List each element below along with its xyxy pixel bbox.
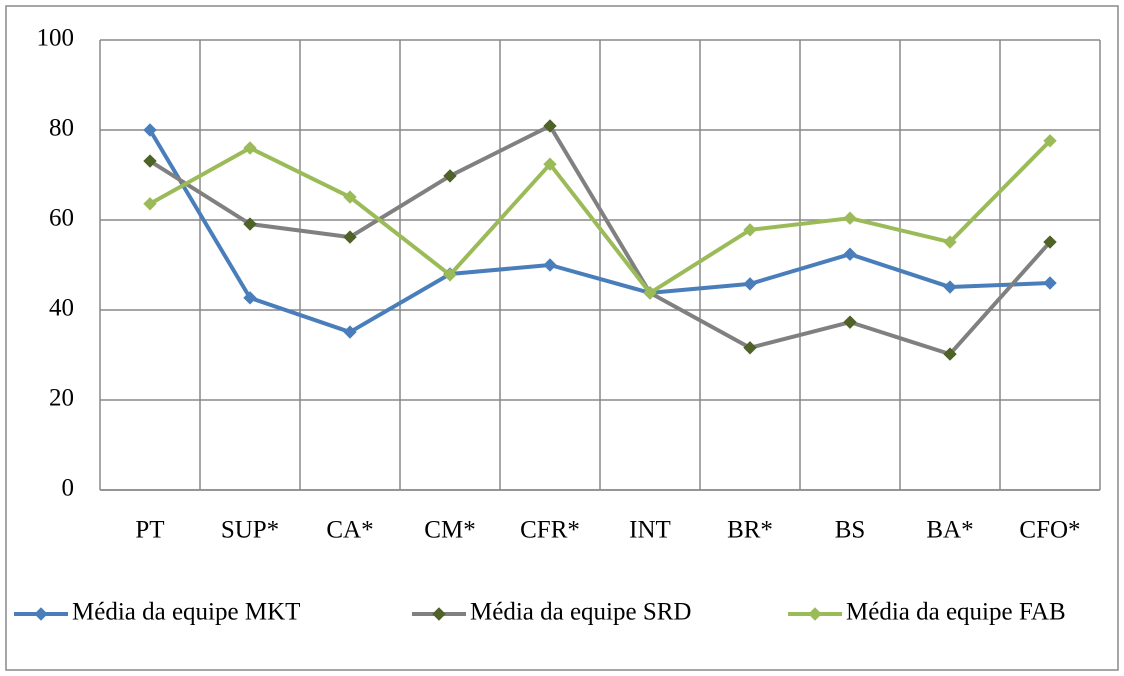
y-tick-label: 40: [49, 295, 74, 322]
x-tick-label: CFR*: [520, 517, 580, 544]
series-line: [148, 123, 1052, 357]
x-tick-label: SUP*: [221, 517, 279, 544]
x-tick-label: INT: [629, 517, 671, 544]
y-tick-label: 20: [49, 385, 74, 412]
marker: [1043, 276, 1057, 290]
marker: [143, 123, 157, 137]
marker: [443, 268, 457, 282]
legend-label: Média da equipe SRD: [470, 599, 691, 626]
legend-marker: [34, 607, 48, 621]
x-tick-label: PT: [135, 517, 164, 544]
marker: [143, 154, 157, 168]
x-tick-label: CA*: [326, 517, 373, 544]
y-tick-label: 0: [62, 475, 75, 502]
series-line: [149, 139, 1052, 295]
marker: [843, 211, 857, 225]
x-tick-label: BR*: [727, 517, 773, 544]
y-tick-label: 60: [49, 205, 74, 232]
marker: [243, 141, 257, 155]
chart-frame: [5, 5, 1119, 671]
x-tick-label: BA*: [926, 517, 973, 544]
x-tick-label: CFO*: [1019, 517, 1080, 544]
marker: [943, 280, 957, 294]
legend-label: Média da equipe MKT: [72, 599, 300, 626]
marker: [243, 291, 257, 305]
marker: [543, 119, 557, 133]
marker: [343, 325, 357, 339]
y-tick-label: 80: [49, 115, 74, 142]
marker: [743, 341, 757, 355]
marker: [843, 247, 857, 261]
y-tick-label: 100: [37, 25, 75, 52]
marker: [543, 157, 557, 171]
marker: [743, 277, 757, 291]
marker: [843, 315, 857, 329]
marker: [243, 217, 257, 231]
marker: [343, 190, 357, 204]
marker: [143, 197, 157, 211]
legend-marker: [432, 607, 446, 621]
marker: [943, 235, 957, 249]
x-tick-label: BS: [835, 517, 866, 544]
series-line: [148, 128, 1051, 335]
marker: [1043, 235, 1057, 249]
marker: [443, 169, 457, 183]
legend-label: Média da equipe FAB: [846, 599, 1066, 626]
marker: [1043, 134, 1057, 148]
marker: [643, 286, 657, 300]
marker: [943, 347, 957, 361]
marker: [543, 258, 557, 272]
x-tick-label: CM*: [424, 517, 475, 544]
legend-marker: [808, 607, 822, 621]
marker: [343, 230, 357, 244]
marker: [743, 223, 757, 237]
